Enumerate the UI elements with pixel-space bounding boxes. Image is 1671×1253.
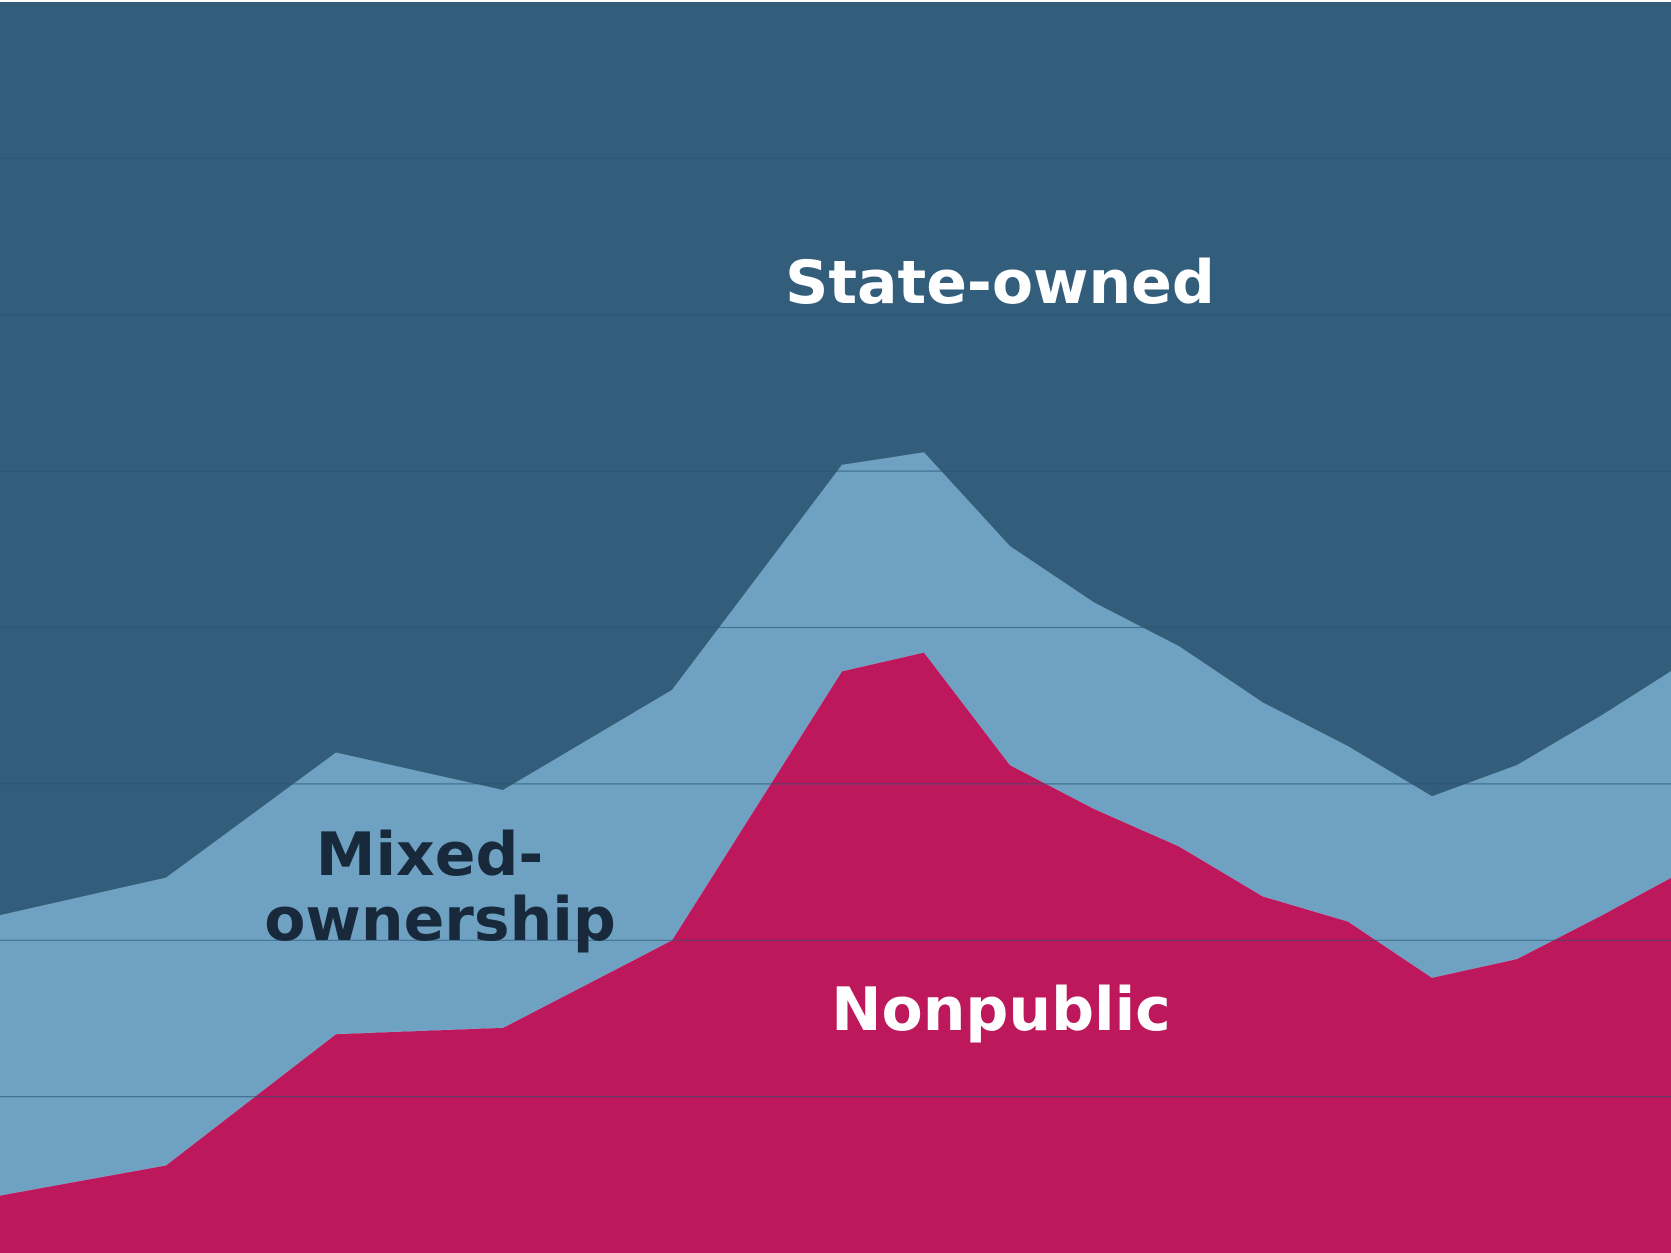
- label-state-owned: State-owned: [785, 248, 1215, 318]
- area-nonpublic: [0, 652, 1671, 1253]
- area-state-owned: [0, 2, 1671, 916]
- label-mixed-line-1: Mixed-: [316, 820, 544, 890]
- label-mixed-ownership: Mixed- ownership: [264, 820, 616, 955]
- label-mixed-line-2: ownership: [264, 885, 616, 955]
- area-mixed-ownership: [0, 452, 1671, 1196]
- gridlines: [0, 157, 1671, 1098]
- area-labels: State-owned Mixed- ownership Nonpublic: [264, 248, 1215, 1045]
- label-nonpublic: Nonpublic: [831, 975, 1170, 1045]
